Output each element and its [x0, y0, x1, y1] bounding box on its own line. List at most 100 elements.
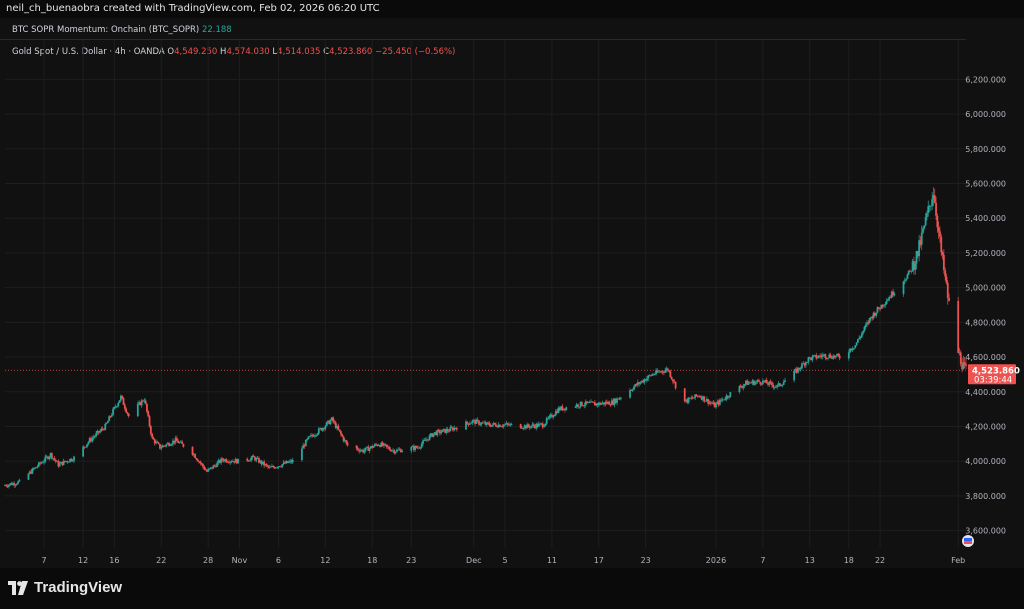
candle-body	[410, 447, 413, 451]
candle-body	[907, 270, 910, 275]
candle-body	[879, 308, 881, 310]
symbol-legend[interactable]: Gold Spot / U.S. Dollar · 4h · OANDA O4,…	[12, 47, 455, 57]
candle-body	[441, 429, 444, 433]
candle-body	[534, 425, 536, 429]
candle-body	[8, 484, 10, 487]
candle-body	[375, 444, 378, 446]
candle-body	[702, 396, 704, 400]
candle-body	[937, 227, 940, 232]
candle-body	[487, 422, 490, 424]
candle-body	[330, 417, 333, 421]
candle-body	[919, 240, 922, 245]
time-tick-label: 22	[875, 556, 885, 565]
candle-body	[718, 399, 721, 405]
candle-body	[613, 398, 616, 405]
candle-body	[179, 441, 182, 443]
candle-body	[552, 416, 555, 418]
candle-body	[638, 382, 641, 384]
candle-body	[203, 466, 206, 470]
price-chart[interactable]: 6,200.000 6,000.000 5,800.000 5,600.000 5,40…	[0, 0, 1024, 568]
candle-body	[97, 430, 100, 433]
candle-body	[593, 402, 596, 406]
candle-body	[470, 422, 473, 424]
candle-body	[743, 384, 746, 386]
candle-body	[370, 446, 372, 449]
candle-body	[172, 440, 174, 445]
candle-body	[216, 462, 219, 467]
candle-body	[230, 461, 233, 463]
pane-separator[interactable]	[0, 39, 966, 40]
candle-body	[41, 462, 44, 464]
price-tick-label: 5,600.000	[965, 180, 1006, 189]
candle-body	[73, 456, 75, 461]
candle-body	[910, 270, 913, 272]
candle-body	[847, 352, 850, 359]
candle-body	[149, 426, 152, 434]
candle-body	[586, 401, 588, 403]
candle-body	[963, 362, 966, 365]
time-tick-label: 6	[276, 556, 281, 565]
change-value: −25.450 (−0.56%)	[375, 47, 456, 57]
candle-body	[612, 400, 615, 405]
candle-body	[497, 424, 500, 428]
candle-body	[557, 407, 560, 413]
candle-body	[651, 374, 654, 376]
candle-body	[674, 381, 677, 389]
candle-body	[873, 312, 876, 316]
candle-body	[116, 406, 118, 407]
candle-body	[961, 364, 963, 370]
candle-body	[431, 433, 434, 437]
tradingview-logo[interactable]: TradingView	[8, 579, 122, 596]
candle-body	[599, 402, 601, 405]
chart-panel[interactable]	[0, 18, 1024, 568]
candle-body	[717, 401, 720, 405]
candle-body	[71, 460, 74, 462]
candle-body	[377, 445, 380, 446]
candle-body	[692, 397, 695, 399]
candle-body	[282, 462, 285, 465]
candle-body	[864, 324, 867, 327]
candle-body	[18, 479, 21, 482]
candle-body	[86, 444, 88, 447]
candle-body	[836, 354, 838, 356]
candle-body	[337, 426, 340, 430]
flag-icon[interactable]	[962, 535, 974, 547]
candle-body	[83, 446, 86, 448]
candle-body	[251, 455, 254, 459]
candle-body	[541, 423, 544, 428]
price-tick-label: 6,000.000	[965, 110, 1006, 119]
candle-body	[329, 420, 332, 425]
candle-body	[112, 408, 114, 415]
candle-body	[290, 460, 293, 463]
candle-body	[114, 406, 117, 408]
candle-body	[825, 358, 828, 359]
countdown-label: 03:39:44	[974, 375, 1012, 385]
time-tick-label: 11	[547, 556, 557, 565]
candle-body	[200, 463, 203, 464]
candle-body	[920, 232, 923, 245]
candle-body	[664, 370, 667, 373]
candle-body	[686, 399, 689, 403]
candle-body	[10, 483, 13, 486]
candle-body	[495, 424, 497, 427]
price-tick-label: 3,600.000	[965, 527, 1006, 536]
candle-body	[532, 424, 535, 426]
candle-body	[366, 446, 368, 448]
candle-body	[198, 461, 200, 463]
candle-body	[703, 396, 706, 402]
time-tick-label: 7	[42, 556, 47, 565]
candle-body	[605, 402, 608, 404]
candle-body	[316, 433, 319, 436]
candle-body	[14, 484, 17, 486]
candle-body	[177, 440, 180, 444]
candle-body	[45, 456, 48, 458]
candle-body	[336, 426, 338, 429]
candle-body	[91, 438, 94, 442]
candle-body	[944, 269, 947, 277]
candle-body	[390, 450, 393, 452]
indicator-legend[interactable]: BTC SOPR Momentum: Onchain (BTC_SOPR) 22…	[12, 25, 232, 35]
candle-body	[871, 316, 874, 319]
candle-body	[905, 279, 908, 281]
candle-body	[618, 398, 621, 400]
candle-body	[181, 441, 183, 444]
